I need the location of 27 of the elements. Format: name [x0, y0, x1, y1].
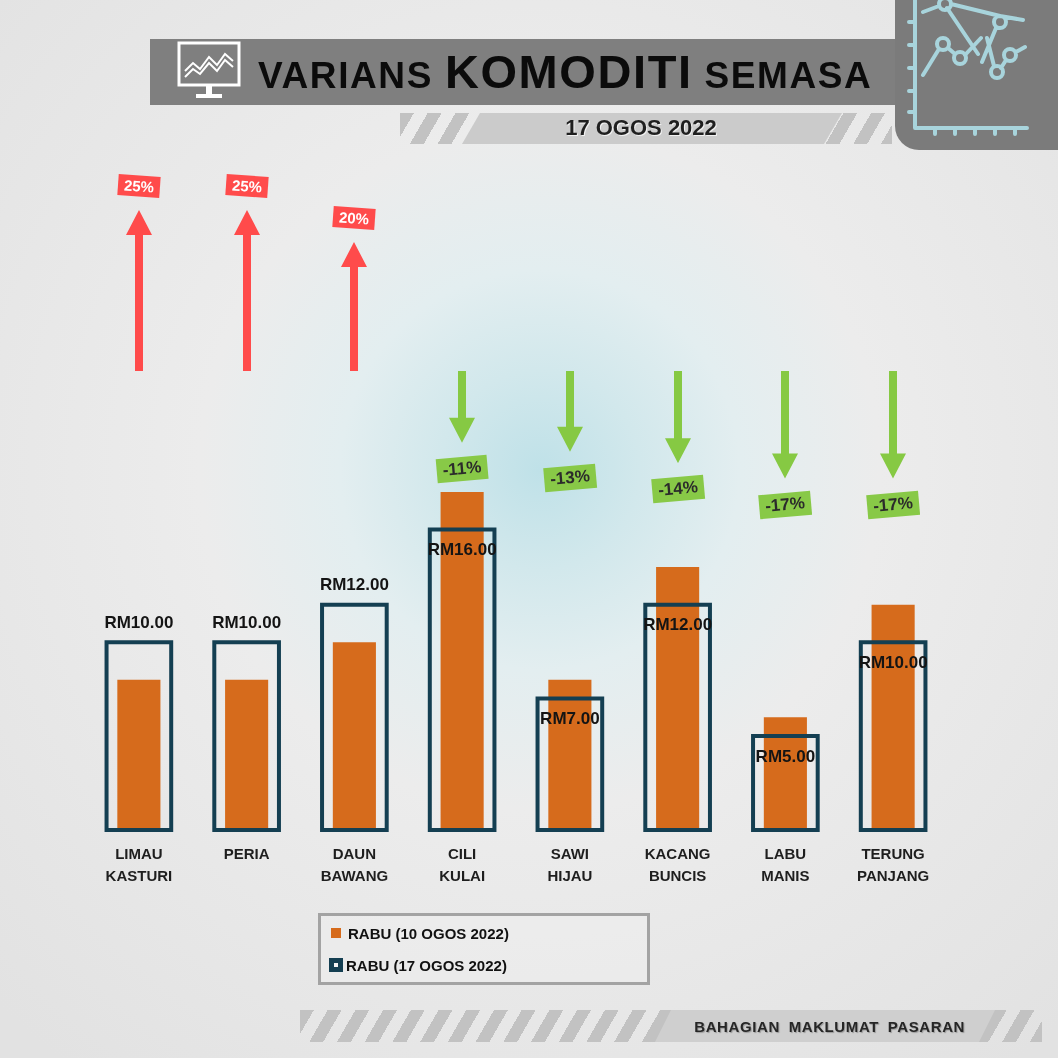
text: -13%	[543, 463, 597, 492]
bar	[332, 642, 376, 830]
x-tick-label: SAWI HIJAU	[547, 845, 593, 885]
text: 25%	[117, 173, 161, 198]
data-label: RM12.00	[319, 575, 389, 595]
data-label: RM10.00	[104, 612, 174, 632]
text: 25%	[224, 173, 269, 198]
bar	[117, 679, 161, 830]
x-tick-label: CILI KULAI	[439, 845, 486, 885]
annotation: -17%	[866, 490, 920, 519]
legend-label: RABU (10 OGOS 2022)	[348, 924, 509, 942]
text: BAHAGIAN MAKLUMAT PASARAN	[694, 1017, 965, 1035]
x-tick-label: LABU MANIS	[761, 845, 810, 885]
bar	[225, 679, 269, 830]
legend-label: RABU (17 OGOS 2022)	[346, 956, 507, 974]
x-tick-label: PERIA	[223, 845, 270, 863]
text: -11%	[435, 454, 489, 483]
annotation: -17%	[758, 490, 813, 519]
chart-subtitle: 17 OGOS 2022	[565, 115, 717, 141]
x-tick-label: DAUN BAWANG	[320, 845, 389, 885]
chart-title: VARIANS KOMODITI SEMASA	[258, 45, 873, 98]
x-tick-label: KACANG BUNCIS	[644, 845, 711, 885]
x-tick-label: TERUNG PANJANG	[857, 845, 930, 885]
text: 20%	[332, 206, 377, 230]
data-label: RM10.00	[212, 612, 282, 632]
annotation: -14%	[650, 474, 705, 504]
x-tick-label: LIMAU KASTURI	[105, 845, 173, 885]
